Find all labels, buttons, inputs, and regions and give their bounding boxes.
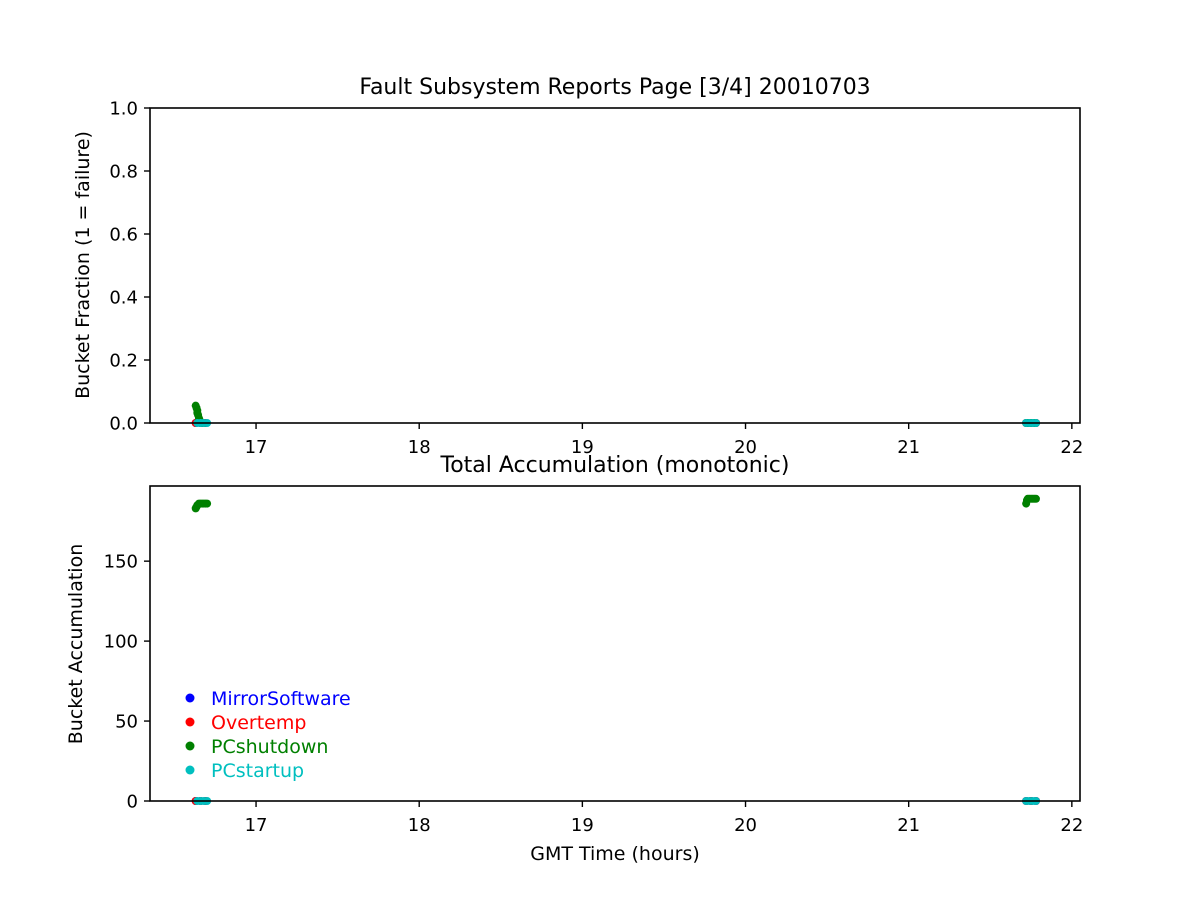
bottom-ytick-label: 0 — [127, 792, 138, 813]
top-xtick-label: 21 — [897, 437, 920, 458]
bottom-plot-xlabel: GMT Time (hours) — [530, 843, 700, 865]
top-plot-frame — [149, 107, 1081, 424]
bottom-xtick-label: 21 — [897, 815, 920, 836]
top-ytick-label: 0.2 — [109, 351, 138, 372]
legend-entry-mirrorsoftware: MirrorSoftware — [185, 688, 351, 710]
legend: MirrorSoftware Overtemp PCshutdown PCsta… — [185, 688, 351, 782]
top-xtick-label: 18 — [408, 437, 431, 458]
legend-marker-overtemp — [185, 717, 195, 727]
legend-marker-mirrorsoftware — [185, 693, 195, 703]
bottom-xtick-label: 19 — [571, 815, 594, 836]
legend-label-pcshutdown: PCshutdown — [211, 736, 328, 758]
legend-label-pcstartup: PCstartup — [211, 760, 304, 782]
bottom-xtick-label: 20 — [734, 815, 757, 836]
legend-entry-overtemp: Overtemp — [185, 712, 306, 734]
top-xtick-label: 20 — [734, 437, 757, 458]
bottom-point-pcshutdown — [203, 499, 212, 508]
top-ytick-label: 0.6 — [109, 225, 138, 246]
legend-entry-pcstartup: PCstartup — [185, 760, 304, 782]
legend-marker-pcshutdown — [185, 741, 195, 751]
legend-label-overtemp: Overtemp — [211, 712, 306, 734]
bottom-point-pcshutdown — [1031, 494, 1040, 503]
bottom-plot-ylabel: Bucket Accumulation — [65, 544, 87, 745]
top-xtick-label: 17 — [245, 437, 268, 458]
top-plot-ticks: 17 18 19 20 21 22 0.0 0.2 0.4 0.6 0.8 1.0 — [109, 99, 1083, 459]
bottom-xtick-label: 18 — [408, 815, 431, 836]
top-xtick-label: 22 — [1060, 437, 1083, 458]
top-ytick-label: 1.0 — [109, 99, 138, 120]
bottom-xtick-label: 22 — [1060, 815, 1083, 836]
bottom-xtick-label: 17 — [245, 815, 268, 836]
bottom-plot-frame — [149, 485, 1081, 802]
legend-marker-pcstartup — [185, 765, 195, 775]
top-plot-ylabel: Bucket Fraction (1 = failure) — [72, 131, 94, 399]
bottom-ytick-label: 50 — [115, 712, 138, 733]
top-plot: Fault Subsystem Reports Page [3/4] 20010… — [72, 75, 1083, 458]
legend-label-mirrorsoftware: MirrorSoftware — [211, 688, 351, 710]
bottom-ytick-label: 150 — [104, 552, 138, 573]
bottom-plot-points — [191, 494, 1040, 805]
top-ytick-label: 0.4 — [109, 288, 138, 309]
bottom-plot: Total Accumulation (monotonic) Bucket Ac… — [65, 453, 1083, 865]
top-ytick-label: 0.0 — [109, 414, 138, 435]
top-xtick-label: 19 — [571, 437, 594, 458]
top-ytick-label: 0.8 — [109, 162, 138, 183]
bottom-plot-title: Total Accumulation (monotonic) — [440, 453, 790, 478]
bottom-ytick-label: 100 — [104, 632, 138, 653]
legend-entry-pcshutdown: PCshutdown — [185, 736, 328, 758]
bottom-plot-ticks: 17 18 19 20 21 22 0 50 100 150 — [104, 552, 1084, 836]
top-plot-title: Fault Subsystem Reports Page [3/4] 20010… — [359, 75, 870, 100]
